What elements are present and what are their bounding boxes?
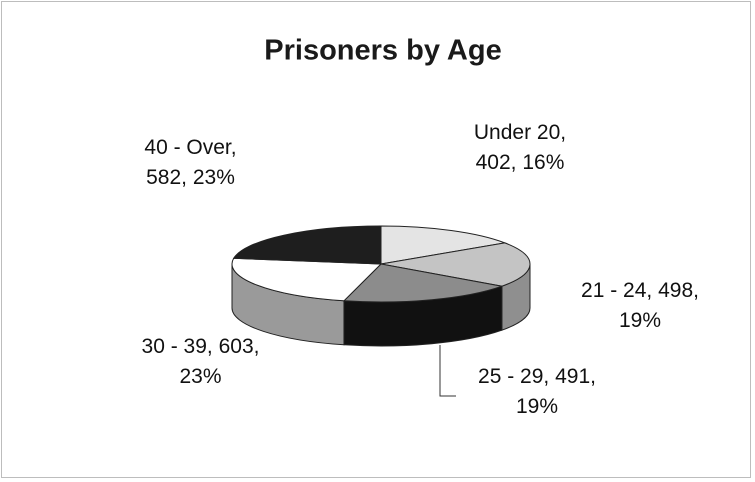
chart-title: Prisoners by Age xyxy=(264,35,501,67)
pie-slice xyxy=(380,242,531,287)
data-label: Under 20, 402, 16% xyxy=(473,121,567,174)
pie-slice xyxy=(231,257,383,302)
data-label: 40 - Over, 582, 23% xyxy=(144,136,237,189)
data-label: 21 - 24, 498, 19% xyxy=(581,279,699,332)
data-label: 30 - 39, 603, 23% xyxy=(141,335,260,388)
pie-slice xyxy=(232,225,382,265)
leader-line xyxy=(439,345,456,397)
data-label: 25 - 29, 491, 19% xyxy=(478,365,596,418)
pie-slice xyxy=(342,263,504,303)
pie-slice xyxy=(380,225,507,265)
